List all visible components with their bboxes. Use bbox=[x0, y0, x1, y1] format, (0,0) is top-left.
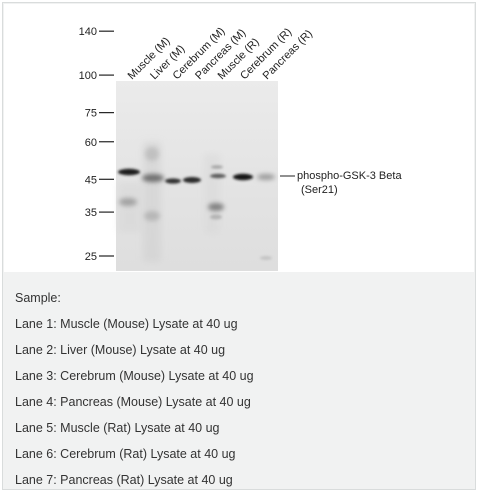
marker-label: 100 bbox=[79, 70, 97, 82]
marker-label: 45 bbox=[85, 174, 97, 186]
band-lane-7 bbox=[257, 174, 275, 180]
marker-label: 60 bbox=[85, 137, 97, 149]
caption-lane-2: Lane 2: Liver (Mouse) Lysate at 40 ug bbox=[15, 343, 226, 357]
band-lane-1-lower bbox=[119, 198, 137, 206]
molecular-weight-markers: 180 140 100 75 60 45 35 25 bbox=[79, 4, 114, 263]
product-image-card: 180 140 100 75 60 45 35 25 Muscle (M)Liver (M)C… bbox=[2, 2, 476, 490]
caption-lane-1: Lane 1: Muscle (Mouse) Lysate at 40 ug bbox=[15, 317, 238, 331]
caption-lane-5: Lane 5: Muscle (Rat) Lysate at 40 ug bbox=[15, 421, 220, 435]
annotation-protein-name: phospho-GSK-3 Beta bbox=[297, 170, 402, 182]
marker-label: 35 bbox=[85, 207, 97, 219]
membrane bbox=[116, 81, 278, 271]
western-blot-figure: 180 140 100 75 60 45 35 25 Muscle (M)Liver (M)C… bbox=[4, 4, 474, 272]
blot-bands bbox=[118, 147, 275, 260]
band-lane-4 bbox=[183, 177, 201, 183]
annotation-site: (Ser21) bbox=[301, 184, 338, 196]
caption-lane-3: Lane 3: Cerebrum (Mouse) Lysate at 40 ug bbox=[15, 369, 254, 383]
band-lane-3 bbox=[165, 178, 181, 184]
marker-label: 75 bbox=[85, 108, 97, 120]
band-lane-5 bbox=[210, 173, 226, 179]
western-blot-svg: 180 140 100 75 60 45 35 25 Muscle (M)Liver (M)C… bbox=[79, 4, 402, 271]
caption-title: Sample: bbox=[15, 291, 61, 305]
marker-label: 25 bbox=[85, 251, 97, 263]
caption-lane-4: Lane 4: Pancreas (Mouse) Lysate at 40 ug bbox=[15, 395, 251, 409]
sample-caption: Sample: Lane 1: Muscle (Mouse) Lysate at… bbox=[15, 290, 465, 498]
marker-label: 140 bbox=[79, 26, 97, 38]
marker-label: 180 bbox=[79, 4, 97, 5]
band-lane-1 bbox=[118, 168, 140, 176]
caption-lane-6: Lane 6: Cerebrum (Rat) Lysate at 40 ug bbox=[15, 447, 236, 461]
caption-lane-7: Lane 7: Pancreas (Rat) Lysate at 40 ug bbox=[15, 473, 233, 487]
band-lane-2 bbox=[142, 174, 164, 182]
lane-labels: Muscle (M)Liver (M)Cerebrum (M)Pancreas … bbox=[126, 25, 315, 82]
band-lane-6 bbox=[233, 173, 253, 181]
